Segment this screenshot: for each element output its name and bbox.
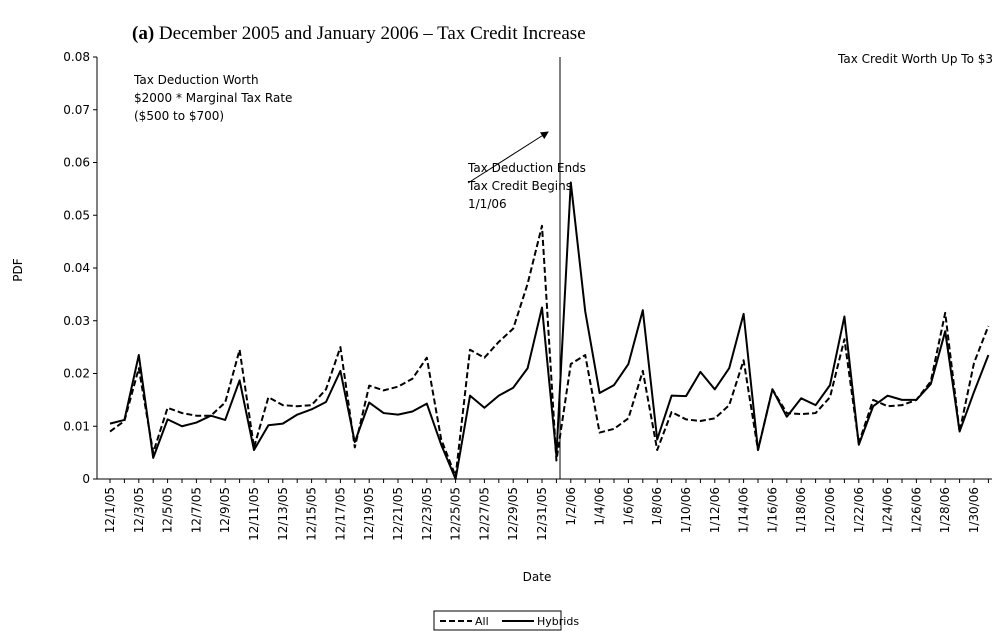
- y-tick-label: 0.02: [63, 367, 90, 381]
- y-tick-label: 0.03: [63, 314, 90, 328]
- legend-label: All: [475, 615, 489, 628]
- annotation: $2000 * Marginal Tax Rate: [134, 91, 292, 105]
- x-tick-label: 1/18/06: [794, 487, 808, 533]
- x-tick-label: 12/13/05: [276, 487, 290, 541]
- annotation: 1/1/06: [468, 197, 507, 211]
- annotation-arrow: [467, 131, 549, 184]
- y-tick-label: 0.07: [63, 103, 90, 117]
- y-tick-label: 0: [82, 472, 90, 486]
- x-tick-label: 1/2/06: [564, 487, 578, 526]
- annotation: Tax Deduction Worth: [133, 73, 259, 87]
- legend-box: [433, 610, 562, 631]
- x-tick-label: 1/14/06: [737, 487, 751, 533]
- x-tick-label: 12/9/05: [218, 487, 232, 533]
- x-tick-label: 1/20/06: [823, 487, 837, 533]
- x-tick-label: 12/11/05: [247, 487, 261, 541]
- y-tick-label: 0.06: [63, 156, 90, 170]
- x-tick-label: 1/6/06: [621, 487, 635, 526]
- x-tick-label: 1/24/06: [881, 487, 895, 533]
- x-tick-label: 12/19/05: [362, 487, 376, 541]
- annotation: Tax Credit Begins: [467, 179, 572, 193]
- y-tick-label: 0.05: [63, 208, 90, 222]
- x-tick-label: 1/16/06: [765, 487, 779, 533]
- legend-label: Hybrids: [537, 615, 579, 628]
- x-tick-label: 1/22/06: [852, 487, 866, 533]
- x-tick-label: 1/4/06: [593, 487, 607, 526]
- x-axis-label: Date: [523, 570, 552, 584]
- y-tick-label: 0.01: [63, 419, 90, 433]
- x-tick-label: 12/21/05: [391, 487, 405, 541]
- x-tick-label: 12/15/05: [305, 487, 319, 541]
- x-tick-label: 12/17/05: [333, 487, 347, 541]
- x-tick-label: 1/10/06: [679, 487, 693, 533]
- y-tick-label: 0.04: [63, 261, 90, 275]
- x-tick-label: 12/1/05: [103, 487, 117, 533]
- x-tick-label: 1/26/06: [909, 487, 923, 533]
- x-tick-label: 12/27/05: [477, 487, 491, 541]
- annotation: Tax Credit Worth Up To $3150: [837, 52, 992, 66]
- y-axis-label: PDF: [11, 258, 25, 281]
- y-tick-label: 0.08: [63, 50, 90, 64]
- annotation: ($500 to $700): [134, 109, 224, 123]
- x-tick-label: 1/12/06: [708, 487, 722, 533]
- x-tick-label: 1/30/06: [967, 487, 981, 533]
- series-line: [109, 224, 990, 478]
- chart-title: (a) December 2005 and January 2006 – Tax…: [132, 23, 586, 44]
- x-tick-label: 12/7/05: [189, 487, 203, 533]
- series-line: [109, 181, 990, 480]
- x-tick-label: 1/8/06: [650, 487, 664, 526]
- title-text: December 2005 and January 2006 – Tax Cre…: [159, 23, 586, 44]
- x-tick-label: 12/31/05: [535, 487, 549, 541]
- x-tick-label: 12/25/05: [449, 487, 463, 541]
- x-tick-label: 12/3/05: [132, 487, 146, 533]
- x-tick-label: 12/29/05: [506, 487, 520, 541]
- title-label: (a): [132, 23, 154, 44]
- annotation: Tax Deduction Ends: [467, 161, 586, 175]
- x-tick-label: 12/5/05: [161, 487, 175, 533]
- x-tick-label: 1/28/06: [938, 487, 952, 533]
- x-tick-label: 12/23/05: [420, 487, 434, 541]
